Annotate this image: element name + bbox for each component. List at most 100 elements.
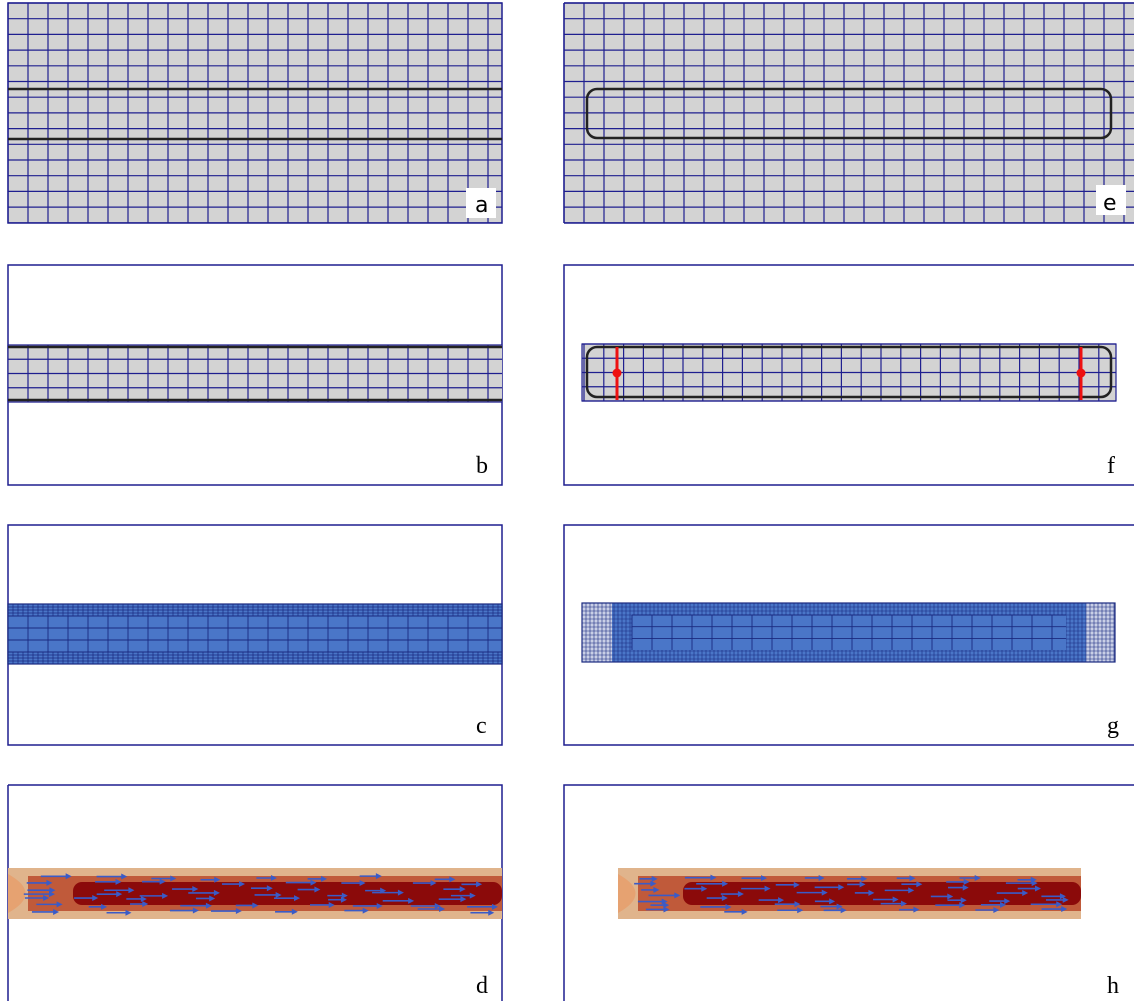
- velocity-arrowhead: [252, 902, 259, 909]
- velocity-arrowhead: [43, 895, 50, 902]
- velocity-arrowhead: [469, 892, 476, 899]
- velocity-arrowhead: [962, 884, 969, 891]
- velocity-arrowhead: [974, 875, 981, 882]
- velocity-arrowhead: [460, 896, 467, 903]
- panel-label-f: f: [1107, 453, 1115, 479]
- velocity-arrowhead: [362, 907, 369, 914]
- velocity-arrowhead: [1004, 898, 1011, 905]
- panel-label-a: a: [475, 193, 488, 218]
- label-box: [1096, 185, 1126, 215]
- velocity-arrowhead: [861, 875, 868, 882]
- velocity-arrowhead: [663, 902, 670, 909]
- velocity-arrowhead: [1000, 901, 1007, 908]
- panel-label-c: c: [476, 713, 487, 739]
- panel-c-fine-mesh-channel: [7, 524, 503, 746]
- fine-mesh-border: [7, 603, 503, 665]
- velocity-arrowhead: [49, 887, 56, 894]
- velocity-arrowhead: [459, 886, 466, 893]
- velocity-arrowhead: [1034, 885, 1041, 892]
- velocity-arrowhead: [778, 897, 785, 904]
- flow-core: [683, 882, 1081, 905]
- velocity-arrowhead: [741, 908, 748, 915]
- velocity-arrowhead: [674, 892, 681, 899]
- velocity-arrowhead: [341, 892, 348, 899]
- velocity-arrowhead: [209, 895, 216, 902]
- panel-d-flow-field-channel: [7, 784, 503, 1001]
- velocity-arrowhead: [294, 895, 301, 902]
- velocity-arrowhead: [192, 907, 199, 914]
- panel-label-h: h: [1107, 973, 1119, 999]
- velocity-arrowhead: [859, 881, 866, 888]
- velocity-arrowhead: [121, 873, 128, 880]
- velocity-arrowhead: [960, 897, 967, 904]
- velocity-arrowhead: [650, 880, 657, 887]
- velocity-arrowhead: [1022, 890, 1029, 897]
- panel-e-background-mesh-closed: [563, 2, 1134, 224]
- panel-g-fine-mesh-closed: [563, 524, 1134, 746]
- closed-geometry-outline: [585, 87, 1113, 140]
- velocity-arrowhead: [434, 903, 441, 910]
- panel-a-background-mesh: [7, 2, 503, 224]
- panel-frame: [563, 784, 1134, 1001]
- velocity-arrowhead: [909, 875, 916, 882]
- velocity-arrowhead: [725, 903, 732, 910]
- velocity-arrowhead: [793, 881, 800, 888]
- velocity-arrowhead: [840, 907, 847, 914]
- velocity-arrowhead: [48, 891, 55, 898]
- velocity-arrowhead: [476, 881, 483, 888]
- mesh-lines: [582, 343, 1116, 402]
- velocity-arrowhead: [213, 889, 220, 896]
- velocity-arrowhead: [1056, 901, 1063, 908]
- velocity-arrowhead: [913, 906, 920, 913]
- label-box: [466, 188, 496, 218]
- panel-frame: [563, 264, 1134, 486]
- panel-f-refined-closed-with-probes: [563, 264, 1134, 486]
- panel-b-refined-channel: [7, 264, 503, 486]
- closed-geometry-outline: [585, 345, 1113, 399]
- panel-label-b: b: [476, 453, 488, 479]
- velocity-arrowhead: [710, 874, 717, 881]
- velocity-arrowhead: [239, 881, 246, 888]
- velocity-arrowhead: [993, 907, 1000, 914]
- velocity-arrowhead: [115, 878, 122, 885]
- velocity-arrowhead: [359, 880, 366, 887]
- panel-label-g: g: [1107, 713, 1119, 739]
- velocity-arrowhead: [900, 900, 907, 907]
- velocity-arrowhead: [1059, 893, 1066, 900]
- velocity-arrowhead: [314, 886, 321, 893]
- velocity-arrowhead: [408, 897, 415, 904]
- velocity-arrowhead: [375, 873, 382, 880]
- velocity-arrowhead: [214, 876, 221, 883]
- velocity-arrowhead: [340, 896, 347, 903]
- velocity-arrowhead: [701, 885, 708, 892]
- panel-frame: [7, 2, 503, 224]
- velocity-arrowhead: [663, 906, 670, 913]
- velocity-arrowhead: [488, 909, 495, 916]
- mesh-border: [581, 602, 1116, 663]
- velocity-arrowhead: [947, 893, 954, 900]
- velocity-arrowhead: [321, 875, 328, 882]
- flow-core: [73, 882, 502, 905]
- velocity-arrowhead: [101, 903, 108, 910]
- velocity-arrowhead: [430, 880, 437, 887]
- velocity-arrowhead: [868, 889, 875, 896]
- velocity-arrowhead: [761, 875, 768, 882]
- velocity-arrowhead: [439, 906, 446, 913]
- velocity-arrowhead: [205, 902, 212, 909]
- velocity-arrowhead: [140, 895, 147, 902]
- velocity-arrowhead: [821, 889, 828, 896]
- mesh-lines: [7, 344, 502, 403]
- panel-label-e: e: [1103, 191, 1117, 216]
- velocity-arrowhead: [836, 903, 843, 910]
- velocity-arrowhead: [963, 878, 970, 885]
- velocity-arrowhead: [959, 902, 966, 909]
- velocity-arrowhead: [376, 902, 383, 909]
- probe-point-1: [612, 368, 622, 378]
- velocity-arrowhead: [170, 875, 177, 882]
- velocity-arrowhead: [128, 887, 135, 894]
- mesh-lines: [631, 614, 1066, 650]
- velocity-arrowhead: [270, 874, 277, 881]
- velocity-arrowhead: [266, 885, 273, 892]
- velocity-arrowhead: [818, 874, 825, 881]
